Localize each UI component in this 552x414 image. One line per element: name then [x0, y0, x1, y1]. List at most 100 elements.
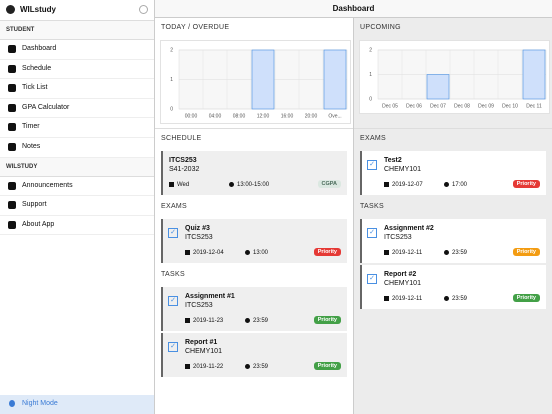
- clock-icon: [444, 296, 449, 301]
- tag: CGPA: [317, 180, 341, 188]
- checkbox[interactable]: ✓: [168, 296, 178, 306]
- menu-item[interactable]: Support: [0, 196, 154, 216]
- clock-icon: [229, 182, 234, 187]
- chart-box: 0 1 2 00:00 04:00 08:00 12:00 16:00 20:00 Ove...: [160, 40, 351, 124]
- tag: Priority: [512, 248, 540, 256]
- menu-icon: [8, 181, 16, 190]
- x-tick-label: Ove...: [328, 113, 341, 119]
- chart: 0 1 2 Dec 05 Dec 06 Dec 07 Dec 08 Dec 09 Dec 10 D…: [369, 47, 547, 109]
- card-date: 2019-11-22: [193, 364, 224, 370]
- menu-item[interactable]: Tick List: [0, 79, 154, 99]
- card-date: 2019-12-04: [193, 250, 224, 256]
- card-subtitle: CHEMY101: [384, 280, 421, 287]
- top-bar: Dashboard: [155, 0, 552, 18]
- card-title: Report #2: [384, 271, 417, 278]
- menu-item[interactable]: Schedule: [0, 60, 154, 80]
- menu-label: GPA Calculator: [22, 103, 70, 111]
- card-date: 2019-12-07: [392, 182, 423, 188]
- calendar-icon: [185, 250, 190, 255]
- x-tick-label: Dec 05: [382, 103, 398, 109]
- x-tick-label: 08:00: [233, 113, 246, 119]
- card[interactable]: ✓ Quiz #3 ITCS253 2019-12-04 13:00 Priority: [161, 219, 347, 263]
- card-subtitle: CHEMY101: [185, 348, 222, 355]
- section-title: STUDENT: [0, 21, 154, 40]
- menu-item[interactable]: Announcements: [0, 177, 154, 197]
- clock-icon: [245, 364, 250, 369]
- menu-label: Tick List: [22, 84, 48, 92]
- menu-label: Notes: [22, 142, 41, 150]
- tag: Priority: [313, 248, 341, 256]
- card[interactable]: ✓ Test2 CHEMY101 2019-12-07 17:00 Priority: [360, 151, 546, 195]
- section-title: EXAMS: [360, 135, 387, 142]
- y-tick-label: 2: [170, 47, 173, 53]
- sidebar-header: WILstudy: [0, 0, 154, 21]
- calendar-icon: [384, 182, 389, 187]
- card[interactable]: ✓ Report #1 CHEMY101 2019-11-22 23:59 Priorit…: [161, 333, 347, 377]
- card[interactable]: ITCS253 S41-2032 Wed 13:00-15:00 CGPA: [161, 151, 347, 195]
- y-tick-label: 2: [369, 47, 372, 53]
- card-date: 2019-12-11: [392, 296, 423, 302]
- menu-item[interactable]: GPA Calculator: [0, 99, 154, 119]
- section-title: TODAY / OVERDUE: [161, 24, 230, 31]
- menu-item[interactable]: Dashboard: [0, 40, 154, 60]
- section-title: EXAMS: [161, 203, 188, 210]
- x-tick-label: Dec 09: [478, 103, 494, 109]
- left-column: TODAY / OVERDUE 0 1 2 00:00 04:00 08:00 12:00 16…: [155, 18, 354, 414]
- menu-icon: [8, 123, 16, 132]
- clock-icon: [245, 318, 250, 323]
- card-date: 2019-11-23: [193, 318, 224, 324]
- card-time: 23:59: [253, 318, 269, 324]
- x-tick-label: 16:00: [281, 113, 294, 119]
- card-time: 13:00: [253, 250, 269, 256]
- menu-item[interactable]: Notes: [0, 138, 154, 158]
- spacer: [354, 114, 552, 129]
- checkbox[interactable]: ✓: [168, 228, 178, 238]
- menu-icon: [8, 142, 16, 151]
- checkbox[interactable]: ✓: [168, 342, 178, 352]
- card[interactable]: ✓ Assignment #2 ITCS253 2019-12-11 23:59 Prio…: [360, 219, 546, 263]
- menu-label: About App: [22, 220, 55, 228]
- chart: 0 1 2 00:00 04:00 08:00 12:00 16:00 20:00 Ove...: [170, 47, 348, 119]
- card-subtitle: S41-2032: [169, 166, 200, 173]
- section-title: TASKS: [360, 203, 384, 210]
- menu-icon: [8, 220, 16, 229]
- menu-item[interactable]: Timer: [0, 118, 154, 138]
- menu-label: Schedule: [22, 64, 52, 72]
- menu-icon: [8, 103, 16, 112]
- settings-button[interactable]: [139, 5, 148, 14]
- menu-icon: [8, 84, 16, 93]
- menu-icon: [8, 45, 16, 53]
- card-time: 23:59: [452, 250, 468, 256]
- night-mode[interactable]: Night Mode: [0, 395, 154, 414]
- card-title: ITCS253: [169, 157, 197, 164]
- calendar-icon: [384, 296, 389, 301]
- calendar-icon: [169, 182, 174, 187]
- clock-icon: [444, 250, 449, 255]
- clock-icon: [444, 182, 449, 187]
- card-title: Test2: [384, 157, 402, 164]
- card[interactable]: ✓ Assignment #1 ITCS253 2019-11-23 23:59 Prio…: [161, 287, 347, 331]
- card-subtitle: ITCS253: [384, 234, 412, 241]
- checkbox[interactable]: ✓: [367, 228, 377, 238]
- card-title: Assignment #1: [185, 293, 235, 300]
- card-title: Quiz #3: [185, 225, 210, 232]
- section-title: UPCOMING: [360, 24, 401, 31]
- menu-item[interactable]: About App: [0, 216, 154, 236]
- y-tick-label: 0: [369, 96, 372, 102]
- page-title: Dashboard: [332, 4, 375, 13]
- menu-label: Announcements: [22, 181, 73, 189]
- checkbox[interactable]: ✓: [367, 274, 377, 284]
- x-tick-label: Dec 08: [454, 103, 470, 109]
- section-title: WILSTUDY: [0, 157, 154, 177]
- y-tick-label: 1: [170, 77, 173, 83]
- card-time: 13:00-15:00: [237, 182, 270, 188]
- card-title: Assignment #2: [384, 225, 434, 232]
- bulb-icon: [9, 400, 15, 407]
- card[interactable]: ✓ Report #2 CHEMY101 2019-12-11 23:59 Priorit…: [360, 265, 546, 309]
- checkbox[interactable]: ✓: [367, 160, 377, 170]
- clock-icon: [245, 250, 250, 255]
- x-tick-label: Dec 07: [430, 103, 446, 109]
- card-subtitle: CHEMY101: [384, 166, 421, 173]
- card-date: 2019-12-11: [392, 250, 423, 256]
